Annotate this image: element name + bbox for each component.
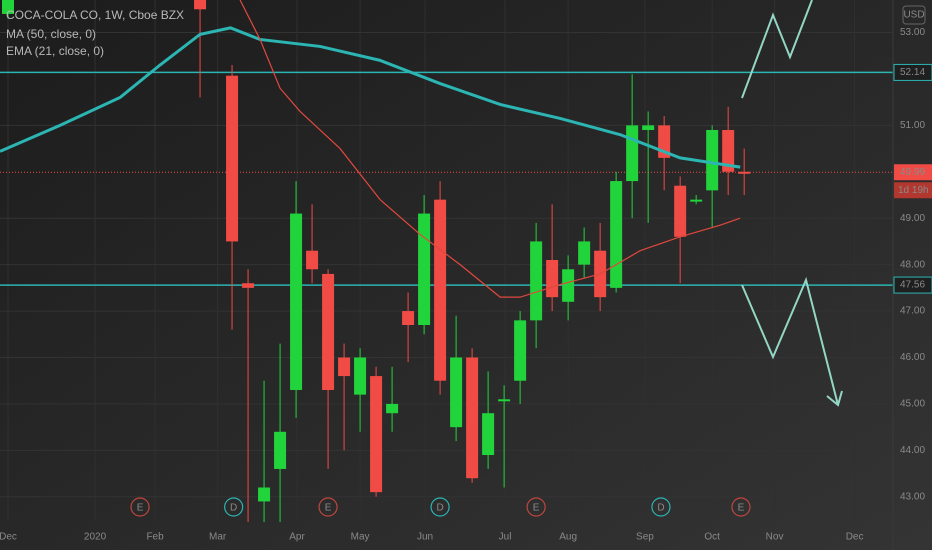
- candle-body: [546, 260, 559, 298]
- event-label: D: [657, 503, 664, 514]
- last-price-label: 49.99: [900, 167, 925, 178]
- x-tick-label: Dec: [846, 532, 864, 543]
- candle-body: [274, 431, 287, 469]
- projection-up: [741, 0, 813, 99]
- event-label: D: [230, 503, 237, 514]
- x-tick-label: Jul: [499, 532, 512, 543]
- legend-entry: MA (50, close, 0): [6, 27, 96, 41]
- y-tick-label: 53.00: [900, 27, 925, 38]
- x-tick-label: Dec: [0, 532, 17, 543]
- x-tick-label: 2020: [84, 532, 107, 543]
- candle-body: [498, 399, 511, 402]
- hline-tag: [893, 63, 932, 81]
- x-tick-label: Oct: [704, 532, 720, 543]
- event-label: E: [137, 503, 144, 514]
- candle-body: [674, 185, 687, 237]
- event-label: E: [533, 503, 540, 514]
- y-tick-label: 45.00: [900, 399, 925, 410]
- candle-body: [226, 75, 239, 242]
- chart-title: COCA-COLA CO, 1W, Cboe BZX: [6, 8, 184, 22]
- countdown: 1d 19h: [898, 185, 929, 196]
- overlay-line: [0, 26, 741, 169]
- candle-body: [258, 487, 271, 502]
- candle-body: [642, 125, 655, 130]
- candle-body: [562, 269, 575, 302]
- candle-body: [370, 376, 383, 493]
- event-marker: [731, 497, 751, 517]
- candle-body: [418, 213, 431, 325]
- candle-body: [578, 241, 591, 265]
- currency: USD: [903, 10, 924, 21]
- candle-body: [626, 125, 639, 182]
- candle-body: [434, 199, 447, 381]
- y-tick-label: 49.00: [900, 213, 925, 224]
- candle-body: [2, 0, 15, 14]
- last-price-tag: [894, 164, 932, 181]
- candle-body: [354, 357, 367, 395]
- y-tick-label: 47.00: [900, 306, 925, 317]
- currency-box: [902, 5, 926, 25]
- event-marker: [224, 497, 244, 517]
- y-tick-label: 48.00: [900, 259, 925, 270]
- overlay-line: [239, 0, 741, 298]
- event-marker: [430, 497, 450, 517]
- candle-body: [338, 357, 351, 377]
- candle-body: [402, 311, 415, 325]
- candle-body: [466, 357, 479, 479]
- projection-down: [741, 276, 839, 406]
- hline-label: 52.14: [900, 67, 925, 78]
- y-tick-label: 46.00: [900, 352, 925, 363]
- candle-body: [386, 403, 399, 414]
- y-tick-label: 51.00: [900, 120, 925, 131]
- x-tick-label: Mar: [209, 532, 227, 543]
- event-marker: [130, 497, 150, 517]
- hline-tag: [893, 276, 932, 294]
- candle-body: [690, 199, 703, 202]
- countdown-tag: [894, 182, 932, 199]
- x-tick-label: Aug: [559, 532, 577, 543]
- candle-body: [610, 181, 623, 288]
- x-tick-label: Apr: [289, 532, 305, 543]
- event-label: D: [436, 503, 443, 514]
- x-tick-label: May: [351, 532, 370, 543]
- event-label: E: [325, 503, 332, 514]
- arrow-head: [826, 390, 843, 407]
- event-marker: [651, 497, 671, 517]
- candle-body: [194, 0, 207, 10]
- event-label: E: [738, 503, 745, 514]
- candle-body: [514, 320, 527, 381]
- candle-body: [242, 283, 255, 288]
- candle-body: [738, 171, 751, 174]
- x-tick-label: Sep: [636, 532, 654, 543]
- candle-body: [722, 130, 735, 172]
- candle-body: [290, 213, 303, 390]
- event-marker: [526, 497, 546, 517]
- hline-label: 47.56: [900, 280, 925, 291]
- candle-body: [306, 250, 319, 270]
- candle-body: [482, 413, 495, 455]
- y-tick-label: 44.00: [900, 445, 925, 456]
- y-tick-label: 43.00: [900, 491, 925, 502]
- x-tick-label: Feb: [146, 532, 164, 543]
- x-tick-label: Nov: [766, 532, 784, 543]
- candle-body: [450, 357, 463, 428]
- event-marker: [318, 497, 338, 517]
- candle-body: [530, 241, 543, 321]
- x-tick-label: Jun: [417, 532, 433, 543]
- legend-entry: EMA (21, close, 0): [6, 44, 104, 58]
- candle-body: [322, 273, 335, 390]
- projection: [741, 0, 843, 407]
- candle-body: [706, 130, 719, 191]
